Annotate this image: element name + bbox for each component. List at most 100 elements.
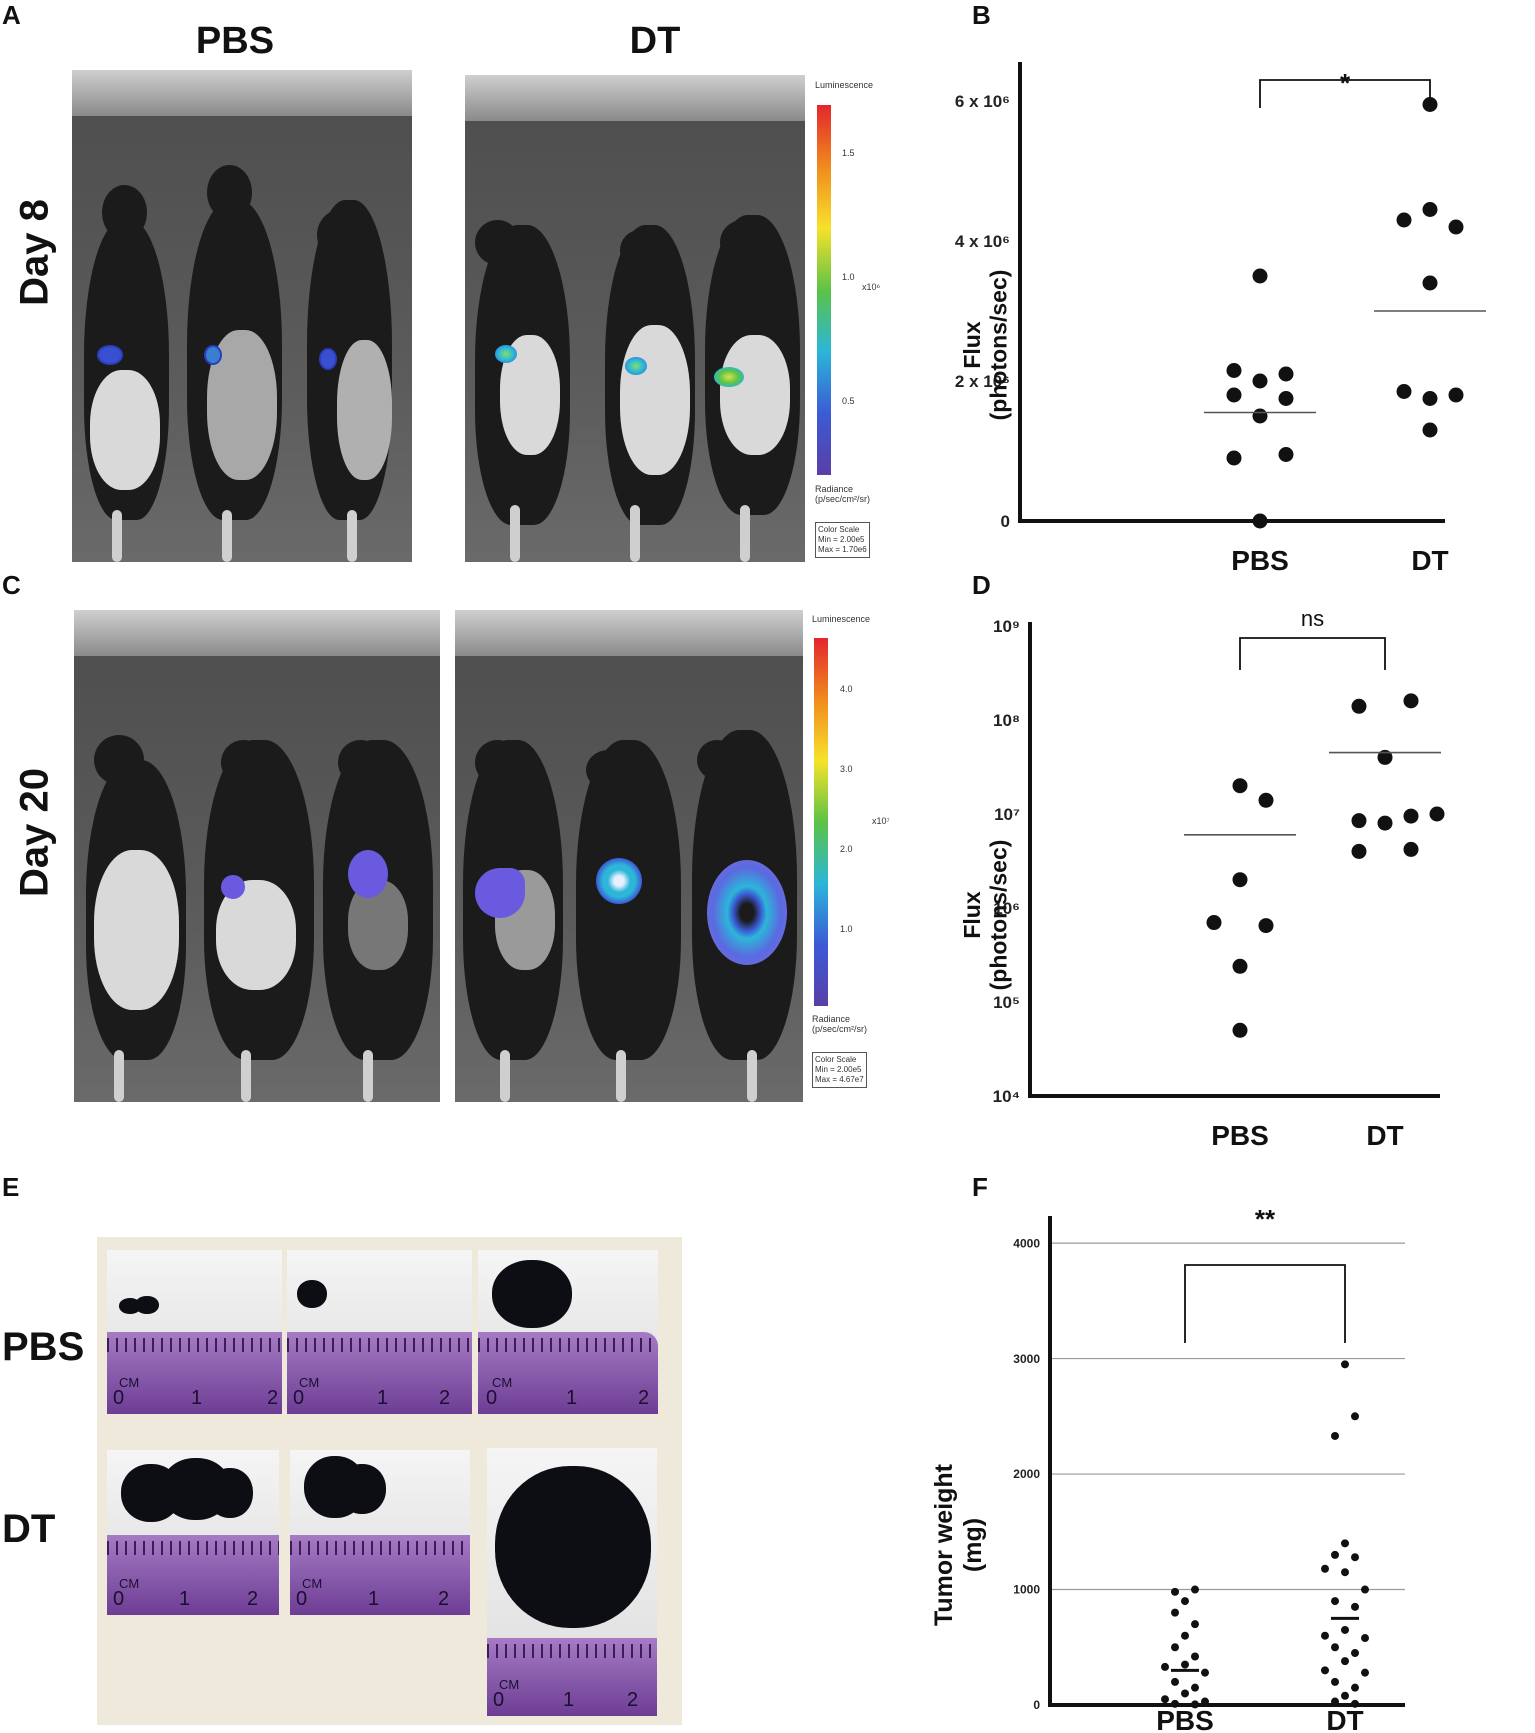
significance-label: *	[1340, 68, 1351, 98]
ruler-number: 2	[247, 1588, 259, 1610]
ruler-number: 2	[638, 1387, 650, 1409]
data-point	[1278, 447, 1294, 462]
data-point	[1331, 1643, 1339, 1652]
colorbar-tick-day20: 2.0	[840, 844, 853, 854]
tumor-photo-pbs-3: CM 0 1 2	[478, 1250, 658, 1414]
data-point	[1377, 749, 1393, 765]
y-tick-label: 10⁵	[993, 993, 1020, 1012]
data-point	[1331, 1431, 1339, 1440]
data-point	[1191, 1683, 1199, 1692]
data-point	[1351, 1553, 1359, 1562]
row-label-day20: Day 20	[12, 768, 57, 897]
data-point	[1396, 384, 1412, 399]
data-point	[1258, 918, 1274, 934]
bioluminescence-image-dt-day8	[465, 75, 805, 562]
ruler-number: 1	[191, 1387, 203, 1409]
ruler-number: 2	[627, 1689, 639, 1711]
colorbar-title-day8: Luminescence	[815, 80, 874, 90]
x-category-label: DT	[1326, 1705, 1363, 1733]
chart-f: 0 1000 2000 3000 4000 Tumor weight(mg) PBS DT **	[930, 1204, 1405, 1733]
data-point	[1191, 1585, 1199, 1594]
y-tick-label: 2000	[1013, 1467, 1040, 1481]
x-category-label: PBS	[1211, 1120, 1269, 1151]
data-point	[1351, 698, 1367, 714]
y-tick-label: 4000	[1013, 1236, 1040, 1250]
data-point	[1448, 387, 1464, 403]
ruler-number: 1	[377, 1387, 389, 1409]
data-point	[1206, 915, 1222, 931]
data-point	[1351, 1412, 1359, 1421]
data-point	[1252, 268, 1268, 284]
data-point	[1171, 1699, 1179, 1708]
significance-bracket	[1184, 1264, 1346, 1343]
significance-label: ns	[1301, 606, 1324, 631]
ruler-number: 0	[486, 1387, 498, 1409]
data-point	[1403, 693, 1419, 709]
data-point	[1252, 513, 1268, 529]
data-point	[1422, 391, 1438, 406]
y-tick-label: 10⁹	[993, 617, 1020, 636]
data-point	[1191, 1652, 1199, 1661]
y-tick-label: 6 x 10⁶	[955, 92, 1010, 111]
data-point	[1429, 806, 1445, 822]
data-point	[1161, 1695, 1169, 1704]
y-axis-label-line: Flux	[959, 321, 985, 368]
data-point	[1232, 958, 1248, 974]
y-axis-label: Flux(photons/sec)	[959, 840, 1011, 991]
data-point	[1201, 1668, 1209, 1677]
colorbar-scale-day20: Color Scale Min = 2.00e5 Max = 4.67e7	[812, 1052, 867, 1088]
y-axis-label: Flux(photons/sec)	[959, 270, 1011, 421]
data-point	[1351, 1683, 1359, 1692]
data-point	[1331, 1677, 1339, 1686]
data-point	[1422, 422, 1438, 438]
data-point	[1422, 275, 1438, 291]
data-point	[1232, 778, 1248, 794]
ruler-number: 0	[113, 1387, 125, 1409]
y-axis-label-line: (mg)	[959, 1518, 987, 1572]
y-axis-label-line: (photons/sec)	[985, 270, 1011, 421]
row-label-day8: Day 8	[12, 199, 57, 306]
row-label-dt: DT	[2, 1507, 56, 1551]
significance-bracket	[1259, 79, 1431, 108]
data-point	[1341, 1360, 1349, 1369]
ruler-unit: CM	[299, 1375, 320, 1390]
y-tick-label: 0	[1001, 512, 1010, 531]
panel-letter-e: E	[2, 1172, 20, 1202]
group-title-dt: DT	[629, 20, 681, 62]
y-axis-label-line: Flux	[959, 891, 985, 938]
data-point	[1252, 373, 1268, 389]
data-point	[1226, 387, 1242, 403]
data-point	[1321, 1666, 1329, 1675]
y-tick-label: 3000	[1013, 1352, 1040, 1366]
data-point	[1331, 1550, 1339, 1559]
data-point	[1321, 1564, 1329, 1573]
colorbar-units-day8: Radiance (p/sec/cm²/sr)	[815, 484, 870, 504]
ruler-number: 0	[493, 1689, 505, 1711]
data-point	[1181, 1660, 1189, 1669]
tumor-photo-pbs-2: CM 0 1 2	[287, 1250, 472, 1414]
panel-letter-f: F	[972, 1172, 988, 1202]
colorbar-tick-day8: 1.0	[842, 272, 855, 282]
data-point	[1201, 1697, 1209, 1706]
data-point	[1331, 1697, 1339, 1706]
data-point	[1191, 1620, 1199, 1629]
ruler-unit: CM	[499, 1677, 520, 1692]
y-axis-label-line: (photons/sec)	[985, 840, 1011, 991]
y-tick-label: 10⁷	[994, 805, 1020, 824]
ruler-unit: CM	[119, 1375, 140, 1390]
data-point	[1181, 1597, 1189, 1606]
ruler-number: 1	[563, 1689, 575, 1711]
panel-letter-b: B	[972, 0, 991, 30]
y-tick-label: 2 x 10⁶	[955, 372, 1010, 391]
row-label-pbs: PBS	[2, 1325, 85, 1369]
colorbar-scale-day8: Color Scale Min = 2.00e5 Max = 1.70e6	[815, 522, 870, 558]
data-point	[1403, 808, 1419, 824]
data-point	[1226, 450, 1242, 466]
data-point	[1252, 408, 1268, 424]
colorbar-tick-day20: 4.0	[840, 684, 853, 694]
ruler-number: 0	[293, 1387, 305, 1409]
data-point	[1351, 1699, 1359, 1708]
x-category-label: PBS	[1156, 1705, 1214, 1733]
y-tick-label: 10⁶	[993, 899, 1020, 918]
data-point	[1171, 1587, 1179, 1596]
